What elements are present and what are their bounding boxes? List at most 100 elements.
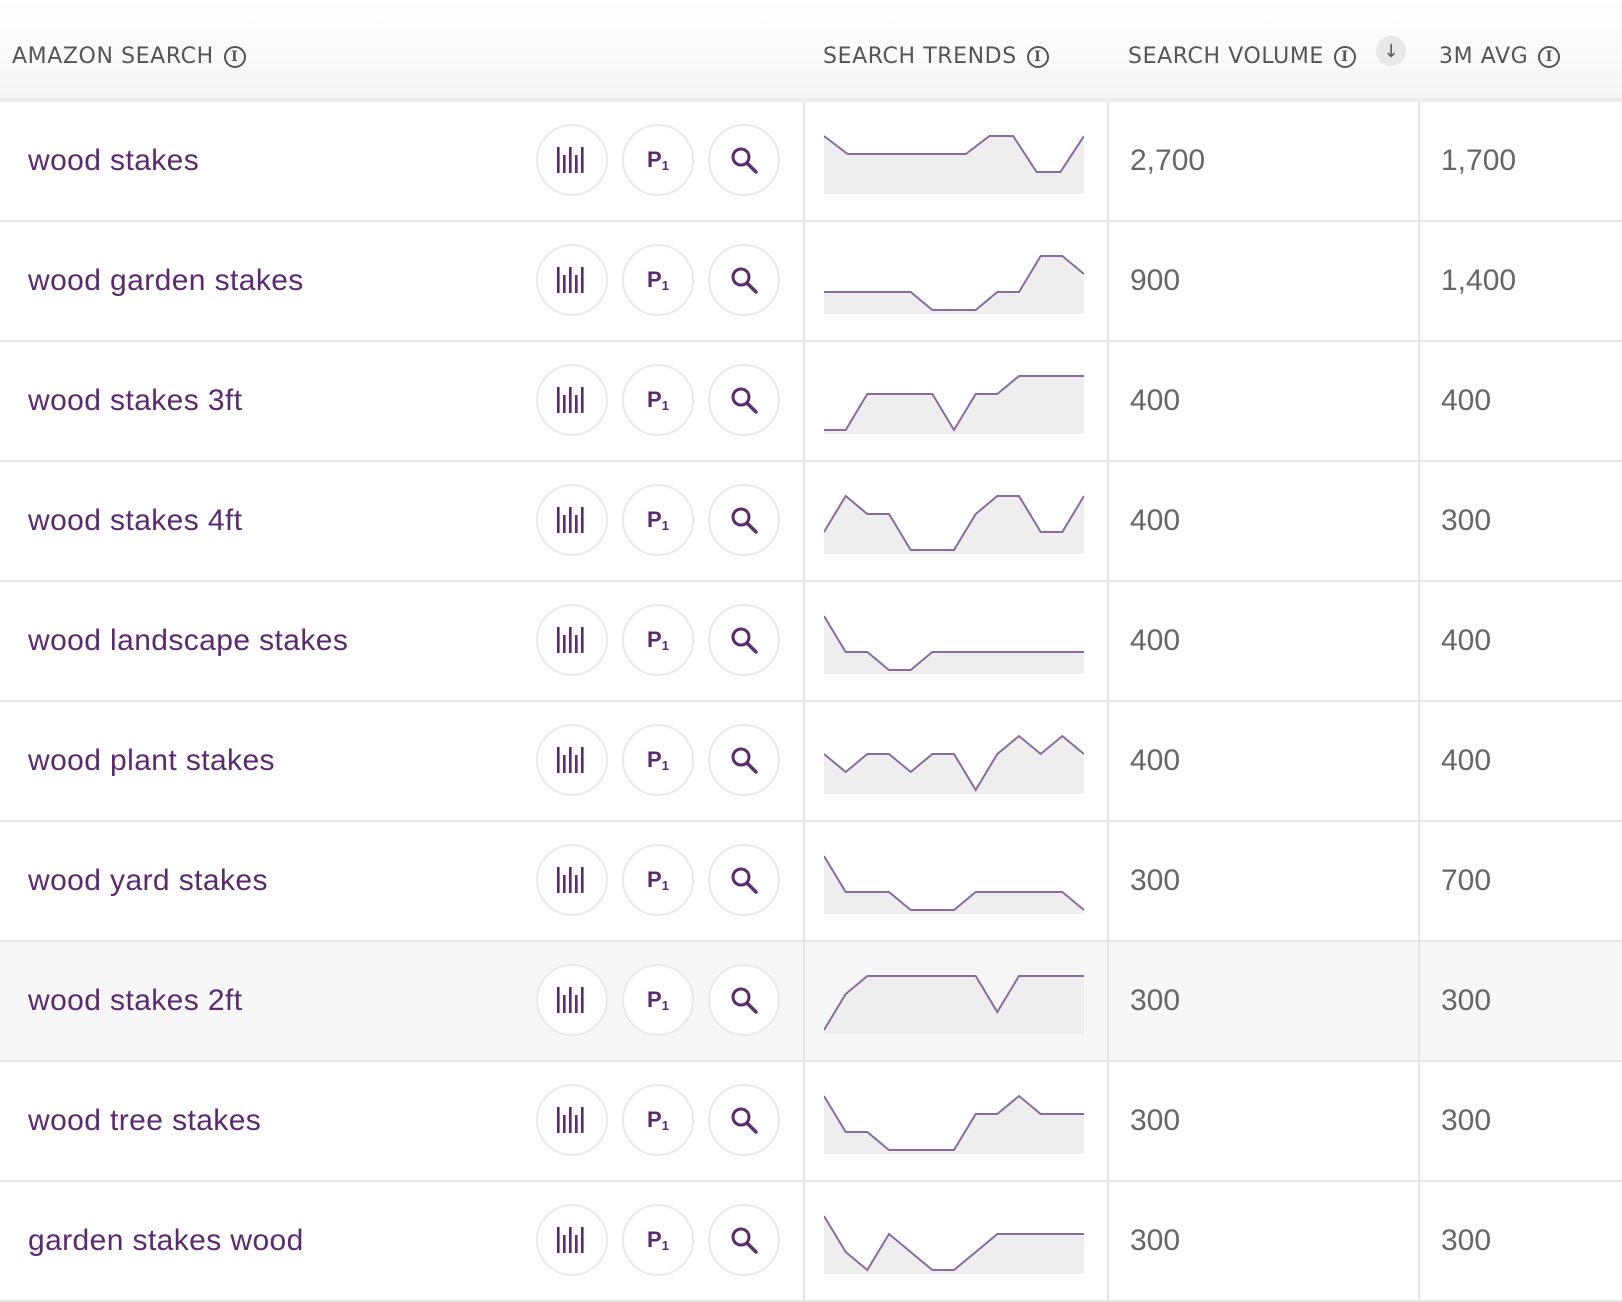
search-amazon-button[interactable] [708, 244, 780, 316]
search-volume-history-button[interactable] [536, 364, 608, 436]
page-one-products-button[interactable]: P1 [622, 604, 694, 676]
trend-area [824, 136, 1084, 194]
keyword-link[interactable]: wood plant stakes [28, 744, 275, 777]
p1-icon: P1 [647, 1227, 669, 1253]
info-icon[interactable]: i [1333, 45, 1356, 68]
search-icon [731, 147, 758, 174]
table-row[interactable]: wood garden stakes P1 900 1,400 [0, 222, 1622, 342]
trend-line [824, 494, 1084, 551]
column-header-search-volume[interactable]: SEARCH VOLUME i [1128, 44, 1356, 69]
keyword-link[interactable]: wood stakes 2ft [28, 984, 243, 1017]
table-row[interactable]: wood landscape stakes P1 400 400 [0, 582, 1622, 702]
trend-area [824, 976, 1084, 1034]
bar-chart-icon [557, 867, 584, 893]
table-row[interactable]: wood stakes P1 2,700 1,700 [0, 102, 1622, 222]
bar-chart-icon [557, 387, 584, 413]
trend-area [824, 616, 1084, 674]
page-one-products-button[interactable]: P1 [622, 124, 694, 196]
page-one-products-button[interactable]: P1 [622, 1204, 694, 1276]
search-amazon-button[interactable] [708, 1084, 780, 1156]
column-header-3m-avg[interactable]: 3M AVG i [1439, 44, 1561, 69]
search-amazon-button[interactable] [708, 484, 780, 556]
page-one-products-button[interactable]: P1 [622, 844, 694, 916]
search-trend-sparkline [824, 975, 1084, 1034]
table-row[interactable]: wood yard stakes P1 300 700 [0, 822, 1622, 942]
page-one-products-button[interactable]: P1 [622, 964, 694, 1036]
search-icon [731, 627, 758, 654]
column-label: SEARCH VOLUME [1128, 44, 1324, 69]
search-trend-sparkline [824, 1094, 1084, 1154]
column-header-amazon-search[interactable]: AMAZON SEARCH i [12, 44, 246, 69]
p1-icon: P1 [647, 987, 669, 1013]
search-amazon-button[interactable] [708, 364, 780, 436]
page-one-products-button[interactable]: P1 [622, 244, 694, 316]
table-row[interactable]: garden stakes wood P1 300 300 [0, 1182, 1622, 1302]
column-header-search-trends[interactable]: SEARCH TRENDS i [823, 44, 1049, 69]
trend-line [824, 375, 1084, 432]
search-volume-history-button[interactable] [536, 1204, 608, 1276]
search-amazon-button[interactable] [708, 1204, 780, 1276]
sort-descending-icon[interactable]: ↓ [1376, 36, 1406, 66]
trend-line [824, 135, 1084, 173]
column-divider [1418, 102, 1420, 1302]
search-volume-value: 400 [1130, 744, 1181, 777]
search-volume-history-button[interactable] [536, 724, 608, 796]
keyword-link[interactable]: garden stakes wood [28, 1224, 304, 1257]
p1-icon: P1 [647, 1107, 669, 1133]
trend-area [824, 1096, 1084, 1154]
search-volume-history-button[interactable] [536, 124, 608, 196]
keyword-link[interactable]: wood stakes [28, 144, 200, 177]
info-icon[interactable]: i [1538, 45, 1561, 68]
search-volume-value: 900 [1130, 264, 1181, 297]
page-one-products-button[interactable]: P1 [622, 484, 694, 556]
keyword-link[interactable]: wood landscape stakes [28, 624, 349, 657]
table-row[interactable]: wood stakes 4ft P1 400 300 [0, 462, 1622, 582]
search-volume-history-button[interactable] [536, 1084, 608, 1156]
three-month-average-value: 400 [1441, 624, 1492, 657]
table-row[interactable]: wood stakes 3ft P1 400 400 [0, 342, 1622, 462]
info-icon[interactable]: i [223, 45, 246, 68]
search-amazon-button[interactable] [708, 124, 780, 196]
column-divider [803, 102, 805, 1302]
table-row[interactable]: wood stakes 2ft P1 300 300 [0, 942, 1622, 1062]
keyword-link[interactable]: wood stakes 4ft [28, 504, 243, 537]
column-label: AMAZON SEARCH [12, 44, 214, 69]
page-one-products-button[interactable]: P1 [622, 1084, 694, 1156]
search-volume-history-button[interactable] [536, 964, 608, 1036]
page-one-products-button[interactable]: P1 [622, 364, 694, 436]
search-volume-history-button[interactable] [536, 604, 608, 676]
page-one-products-button[interactable]: P1 [622, 724, 694, 796]
p1-icon: P1 [647, 387, 669, 413]
search-amazon-button[interactable] [708, 724, 780, 796]
keyword-link[interactable]: wood tree stakes [28, 1104, 262, 1137]
search-trend-sparkline [824, 734, 1084, 794]
keyword-link[interactable]: wood yard stakes [28, 864, 268, 897]
trend-area [824, 736, 1084, 794]
search-icon [731, 387, 758, 414]
bar-chart-icon [557, 627, 584, 653]
p1-icon: P1 [647, 147, 669, 173]
table-row[interactable]: wood plant stakes P1 400 400 [0, 702, 1622, 822]
search-amazon-button[interactable] [708, 964, 780, 1036]
search-icon [731, 987, 758, 1014]
trend-area [824, 256, 1084, 314]
search-icon [731, 867, 758, 894]
search-trend-sparkline [824, 255, 1084, 314]
keyword-link[interactable]: wood stakes 3ft [28, 384, 243, 417]
search-volume-history-button[interactable] [536, 844, 608, 916]
keyword-link[interactable]: wood garden stakes [28, 264, 304, 297]
search-trend-sparkline [824, 494, 1084, 554]
table-row[interactable]: wood tree stakes P1 300 300 [0, 1062, 1622, 1182]
trend-line [824, 615, 1084, 671]
three-month-average-value: 300 [1441, 1104, 1492, 1137]
info-icon[interactable]: i [1026, 45, 1049, 68]
search-amazon-button[interactable] [708, 604, 780, 676]
search-volume-history-button[interactable] [536, 484, 608, 556]
three-month-average-value: 400 [1441, 384, 1492, 417]
search-amazon-button[interactable] [708, 844, 780, 916]
search-volume-history-button[interactable] [536, 244, 608, 316]
three-month-average-value: 300 [1441, 984, 1492, 1017]
bar-chart-icon [557, 267, 584, 293]
column-label: SEARCH TRENDS [823, 44, 1017, 69]
